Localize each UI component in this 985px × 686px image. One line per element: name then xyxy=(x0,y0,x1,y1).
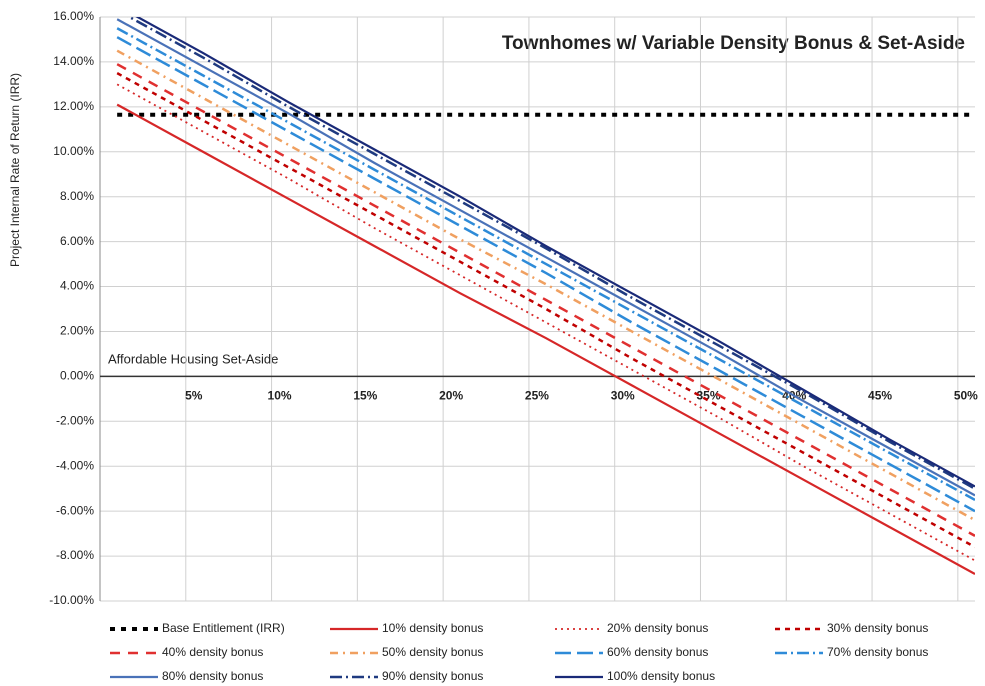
series-line xyxy=(116,49,975,522)
x-tick-label: 20% xyxy=(439,389,463,403)
y-tick-label: 6.00% xyxy=(60,234,94,248)
y-tick-label: 0.00% xyxy=(60,369,94,383)
legend-label: 60% density bonus xyxy=(607,645,708,659)
y-tick-label: -8.00% xyxy=(56,548,94,562)
y-tick-label: 12.00% xyxy=(53,99,94,113)
y-tick-label: 14.00% xyxy=(53,54,94,68)
legend-label: 40% density bonus xyxy=(162,645,263,659)
series-line xyxy=(116,36,975,513)
series-line xyxy=(116,63,975,537)
series-line xyxy=(135,17,975,488)
y-tick-label: -4.00% xyxy=(56,458,94,472)
legend-label: 80% density bonus xyxy=(162,669,263,683)
series-line xyxy=(126,17,975,490)
legend-label: 20% density bonus xyxy=(607,621,708,635)
y-tick-label: 4.00% xyxy=(60,279,94,293)
x-tick-label: 35% xyxy=(696,389,720,403)
legend-label: 10% density bonus xyxy=(382,621,483,635)
legend-label: 90% density bonus xyxy=(382,669,483,683)
y-tick-label: 10.00% xyxy=(53,144,94,158)
plot-lines xyxy=(116,17,975,576)
legend-label: 30% density bonus xyxy=(827,621,928,635)
x-tick-label: 25% xyxy=(525,389,549,403)
annotation: Affordable Housing Set-Aside xyxy=(108,351,278,366)
series-line xyxy=(116,18,975,497)
legend-label: 70% density bonus xyxy=(827,645,928,659)
series-line xyxy=(116,83,975,562)
y-tick-label: -6.00% xyxy=(56,503,94,517)
x-tick-label: 5% xyxy=(185,389,203,403)
y-tick-label: -10.00% xyxy=(49,593,94,607)
chart-title: Townhomes w/ Variable Density Bonus & Se… xyxy=(502,33,965,54)
x-tick-label: 30% xyxy=(611,389,635,403)
series-line xyxy=(116,27,975,502)
legend-label: Base Entitlement (IRR) xyxy=(162,621,285,635)
legend-label: 50% density bonus xyxy=(382,645,483,659)
y-tick-label: -2.00% xyxy=(56,413,94,427)
series-line xyxy=(116,103,975,576)
y-tick-label: 2.00% xyxy=(60,324,94,338)
x-tick-label: 15% xyxy=(353,389,377,403)
y-tick-label: 8.00% xyxy=(60,189,94,203)
y-tick-label: 16.00% xyxy=(53,9,94,23)
y-axis-label: Project Internal Rate of Return (IRR) xyxy=(8,73,22,267)
x-tick-label: 45% xyxy=(868,389,892,403)
legend-label: 100% density bonus xyxy=(607,669,715,683)
series-line xyxy=(116,72,975,549)
x-tick-label: 10% xyxy=(268,389,292,403)
x-tick-label: 50% xyxy=(954,389,978,403)
